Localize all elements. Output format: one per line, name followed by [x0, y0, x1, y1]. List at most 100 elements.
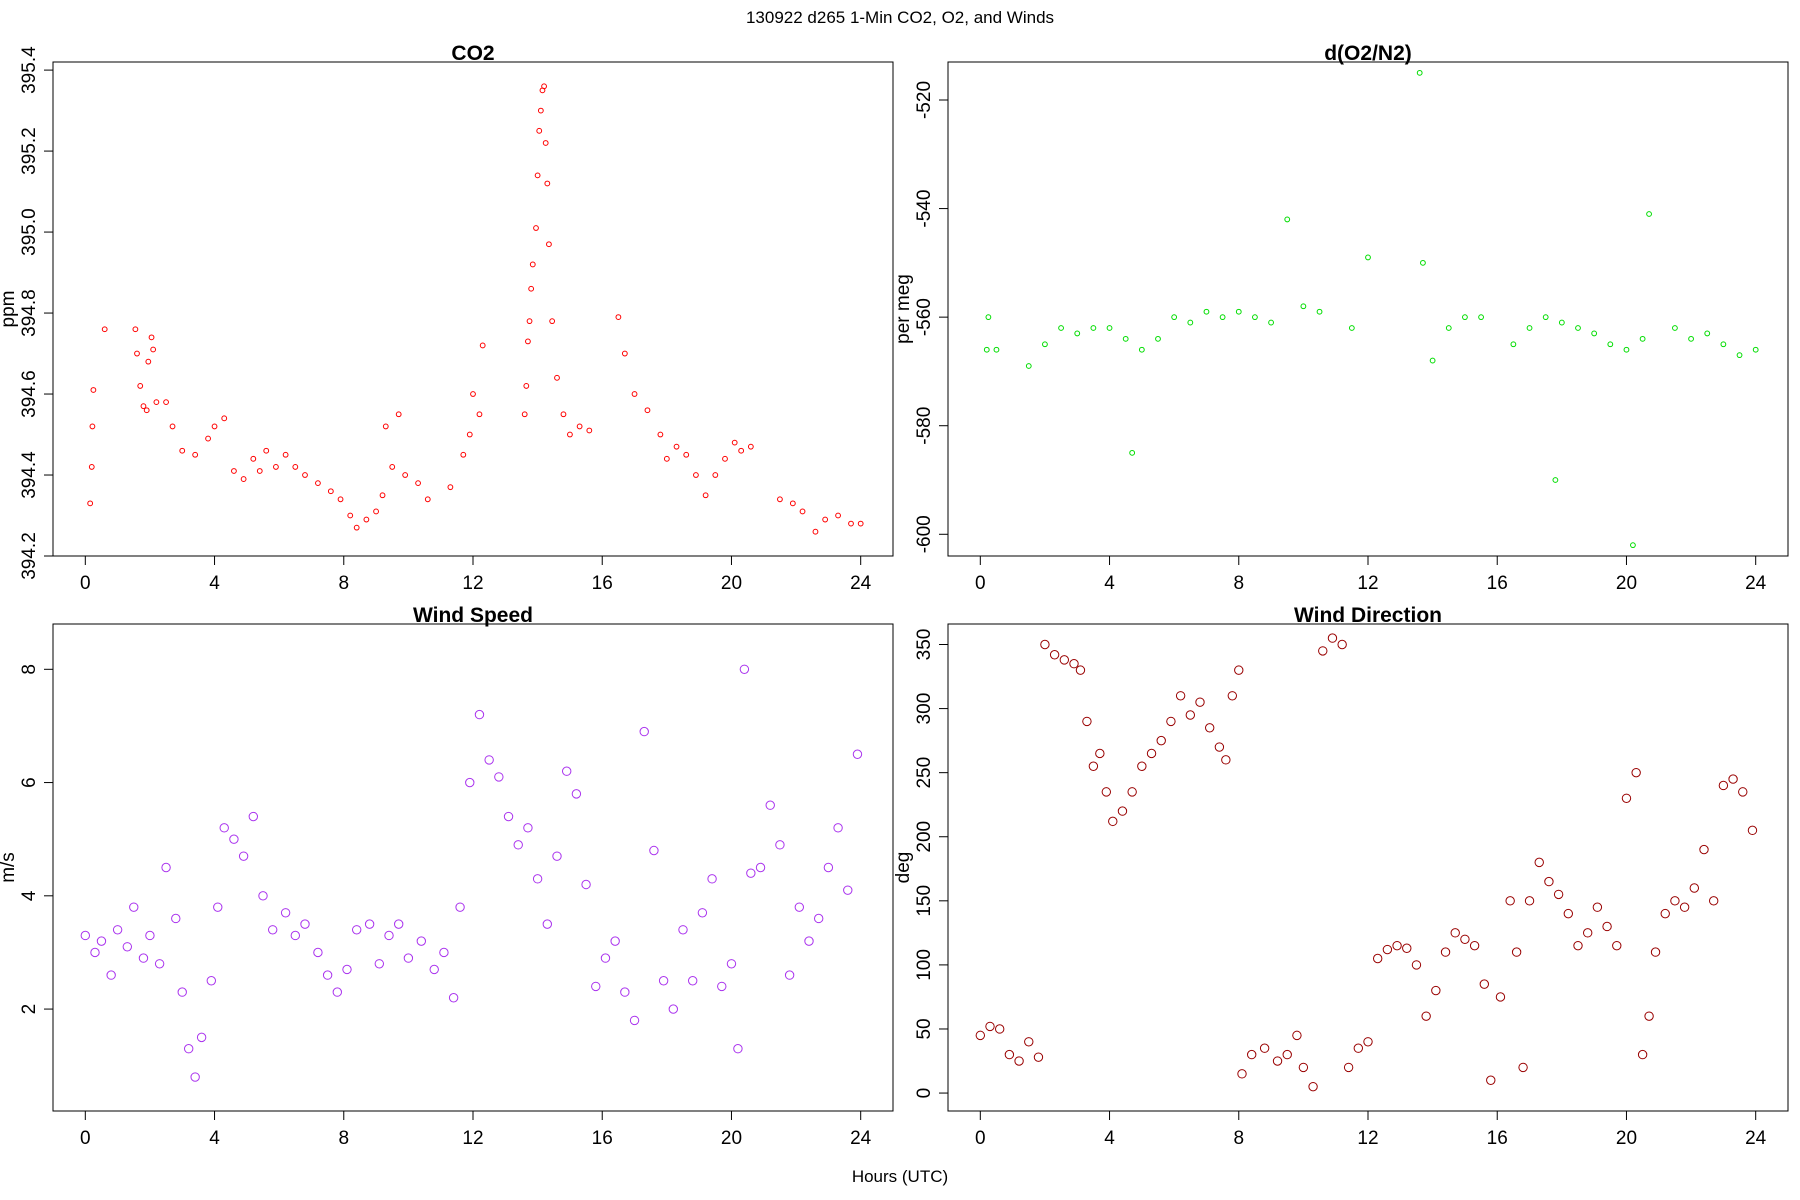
x-tick-label: 0 [80, 1128, 91, 1149]
data-point [183, 1044, 194, 1054]
data-point [536, 127, 543, 134]
data-point [1138, 346, 1145, 353]
data-point [221, 415, 228, 422]
data-point [1337, 639, 1347, 650]
data-point [1558, 319, 1565, 326]
data-point [993, 346, 1000, 353]
data-point [1353, 1043, 1364, 1053]
data-point [373, 508, 379, 515]
data-point [1660, 908, 1670, 919]
data-point [363, 516, 370, 523]
data-point [106, 970, 116, 980]
data-point [1024, 1037, 1034, 1047]
data-point [1688, 335, 1694, 342]
data-point [534, 172, 541, 179]
data-point [248, 811, 259, 822]
data-point [1284, 216, 1291, 223]
data-point [1623, 346, 1630, 353]
plot-frame [947, 61, 1789, 557]
data-point [1689, 883, 1700, 893]
data-point [342, 964, 352, 975]
data-point [1510, 341, 1517, 348]
data-point [794, 902, 805, 912]
data-point [1542, 314, 1549, 321]
data-point [615, 314, 622, 320]
data-point [258, 891, 268, 901]
data-point [1630, 542, 1636, 549]
x-tick-label: 16 [1487, 573, 1508, 594]
data-point [1720, 341, 1727, 348]
data-point [775, 840, 785, 850]
data-point [546, 241, 552, 248]
data-point [1486, 1075, 1496, 1085]
panel-title: Wind Direction [1294, 604, 1442, 627]
data-point [1348, 325, 1355, 331]
data-point [145, 358, 152, 365]
data-point [196, 1032, 207, 1043]
panel-title: CO2 [451, 42, 494, 65]
data-point [1042, 341, 1048, 348]
data-point [219, 823, 229, 833]
data-point [1602, 921, 1612, 932]
data-point [697, 908, 708, 918]
data-point [1672, 325, 1678, 331]
data-point [777, 496, 783, 503]
data-point [673, 443, 680, 450]
data-point [138, 953, 149, 963]
data-point [364, 919, 375, 929]
data-point [1156, 735, 1166, 746]
data-point [1108, 816, 1118, 827]
data-point [1049, 650, 1060, 660]
x-tick-label: 8 [338, 573, 349, 594]
data-point [148, 334, 155, 341]
x-tick-label: 12 [462, 1128, 483, 1149]
data-point [1343, 1062, 1354, 1073]
data-point [513, 840, 523, 850]
data-point [1621, 793, 1632, 803]
data-point [1445, 325, 1452, 331]
data-point [1318, 646, 1328, 656]
data-point [610, 936, 620, 946]
data-point [1221, 755, 1231, 765]
data-point [1518, 1062, 1528, 1073]
data-point [179, 447, 186, 454]
y-axis-label: deg [893, 852, 914, 884]
data-point [542, 919, 553, 929]
data-point [1308, 1081, 1318, 1092]
data-point [1511, 947, 1522, 957]
data-point [733, 1044, 743, 1054]
data-points [975, 633, 1758, 1092]
data-point [1392, 940, 1402, 951]
data-point [1639, 335, 1646, 342]
x-tick-label: 20 [721, 573, 742, 594]
data-point [1582, 928, 1593, 938]
data-point [994, 1024, 1005, 1034]
data-point [374, 959, 385, 969]
data-point [1505, 896, 1515, 906]
data-point [1187, 319, 1194, 326]
data-point [384, 930, 394, 941]
data-point [1122, 335, 1129, 342]
data-point [1679, 902, 1690, 912]
data-point [533, 225, 539, 231]
y-axis: 394.2 394.4 394.6 394.8 395.0 395.2 395.4 [19, 46, 54, 580]
data-point [273, 464, 279, 470]
y-tick-label: 150 [914, 885, 935, 917]
data-point [702, 492, 709, 499]
y-tick-label: 395.2 [19, 127, 40, 175]
data-point [1699, 844, 1709, 855]
data-point [678, 925, 688, 935]
data-point [213, 902, 223, 912]
figure-title: 130922 d265 1-Min CO2, O2, and Winds [746, 8, 1054, 27]
data-point [848, 520, 854, 527]
data-point [143, 407, 150, 414]
data-point [1382, 944, 1393, 955]
data-point [975, 1030, 986, 1041]
data-point [1074, 330, 1081, 337]
panel-o2: d(O2/N2) 0 4 8 12 16 20 24 -600 -580 -560 -540 -520 p… [893, 42, 1789, 594]
data-point [300, 919, 310, 929]
data-point [581, 879, 591, 890]
data-point [1175, 691, 1186, 701]
data-point [537, 107, 544, 114]
data-point [857, 520, 864, 527]
